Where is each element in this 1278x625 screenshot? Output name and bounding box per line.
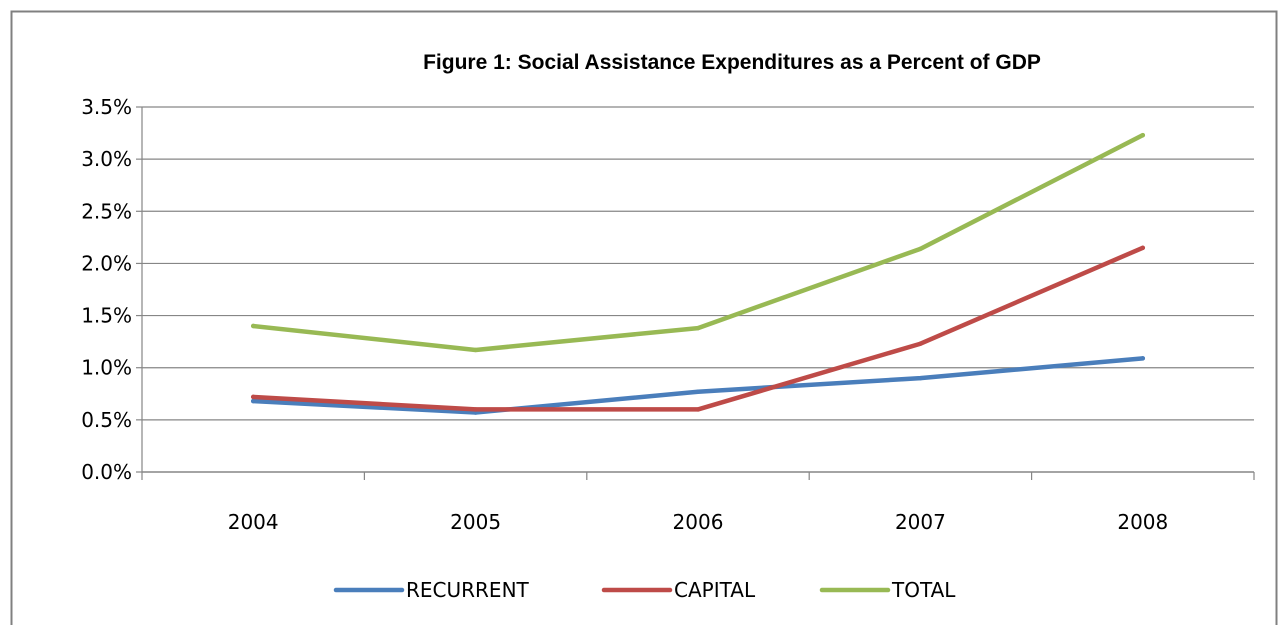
y-tick-label: 3.0% (81, 147, 132, 171)
data-point (251, 394, 256, 400)
x-tick-label: 2006 (673, 510, 724, 534)
x-axis: 2004 2005 2006 2007 2008 (141, 107, 1255, 534)
y-tick-label: 2.5% (81, 199, 132, 223)
gridlines (142, 106, 1254, 421)
data-point (251, 398, 256, 404)
y-tick-label: 0.0% (81, 460, 132, 484)
legend-label: CAPITAL (674, 578, 756, 602)
y-tick-label: 3.5% (81, 95, 132, 119)
data-point (1140, 132, 1146, 138)
data-point (695, 325, 701, 331)
legend-item-recurrent: RECURRENT (333, 578, 530, 602)
series-lines (250, 132, 1146, 415)
data-point (918, 375, 923, 381)
legend: RECURRENT CAPITAL TOTAL (333, 578, 956, 602)
y-tick-label: 1.0% (81, 356, 132, 380)
x-tick-label: 2007 (895, 510, 946, 534)
x-tick-label: 2005 (450, 510, 501, 534)
legend-item-capital: CAPITAL (601, 578, 756, 602)
legend-label: TOTAL (891, 578, 956, 602)
data-point (1140, 356, 1146, 361)
x-tick-label: 2004 (228, 510, 279, 534)
data-point (695, 389, 701, 394)
chart-title: Figure 1: Social Assistance Expenditures… (423, 51, 1041, 74)
series-total (250, 132, 1146, 353)
legend-item-total: TOTAL (819, 578, 956, 602)
series-recurrent (250, 356, 1146, 415)
data-point (918, 246, 923, 252)
y-tick-label: 0.5% (81, 408, 132, 432)
data-point (918, 341, 923, 346)
legend-label: RECURRENT (406, 578, 530, 602)
chart-border (10, 10, 1278, 625)
series-capital (250, 245, 1146, 412)
data-point (251, 323, 256, 329)
data-point (473, 347, 478, 353)
data-point (695, 407, 701, 412)
data-point (1140, 245, 1146, 250)
y-tick-label: 2.0% (81, 251, 132, 275)
y-tick-label: 1.5% (81, 304, 132, 328)
y-axis-ticks: 0.0% 0.5% 1.0% 1.5% 2.0% 2.5% 3.0% 3.5% (81, 95, 142, 484)
data-point (473, 407, 478, 412)
x-tick-label: 2008 (1117, 510, 1168, 534)
